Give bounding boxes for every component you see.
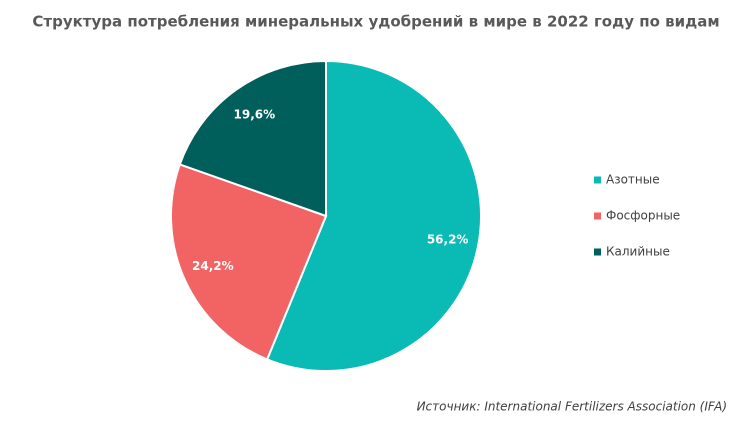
pie-slice [170, 163, 328, 361]
legend-swatch [594, 176, 601, 184]
legend-label: Фосфорные [606, 209, 680, 223]
value-label: 24,2% [192, 259, 234, 273]
source-note: Источник: International Fertilizers Asso… [417, 400, 727, 414]
chart-title: Структура потребления минеральных удобре… [32, 13, 719, 31]
legend-swatch [594, 212, 601, 220]
pie-slice [178, 59, 327, 218]
legend-label: Азотные [606, 173, 660, 187]
pie-slice [265, 59, 482, 372]
value-label: 19,6% [234, 107, 276, 121]
legend-swatch [594, 248, 601, 256]
value-label: 56,2% [427, 233, 469, 247]
legend-label: Калийные [606, 245, 670, 259]
